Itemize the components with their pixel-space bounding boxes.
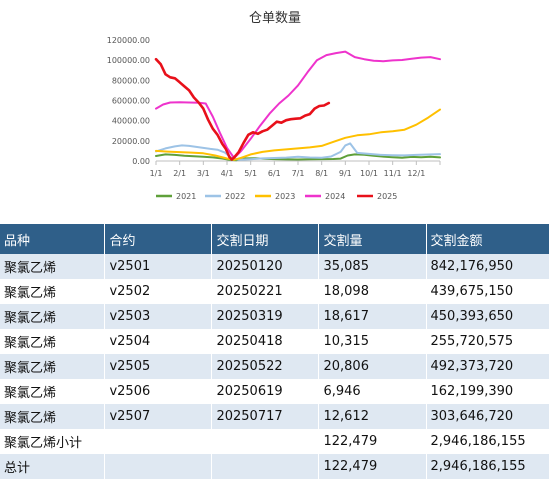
cell-amount: 492,373,720 xyxy=(426,354,550,379)
table-header-row: 品种 合约 交割日期 交割量 交割金额 xyxy=(0,224,550,254)
x-tick-label: 8/1 xyxy=(315,169,328,178)
cell-variety: 聚氯乙烯 xyxy=(0,304,106,329)
delivery-table: 品种 合约 交割日期 交割量 交割金额 聚氯乙烯 v2501 20250120 35,… xyxy=(0,224,550,479)
cell-volume: 122,479 xyxy=(318,454,427,479)
header-delivery-volume: 交割量 xyxy=(318,224,427,254)
cell-contract: v2501 xyxy=(104,254,213,279)
cell-variety: 聚氯乙烯小计 xyxy=(0,429,106,454)
cell-contract: v2505 xyxy=(104,354,213,379)
cell-volume: 12,612 xyxy=(318,404,427,429)
cell-date: 20250522 xyxy=(211,354,320,379)
x-tick-label: 1/1 xyxy=(150,169,163,178)
y-tick-label: 20000.00 xyxy=(112,137,150,146)
x-tick-label: 4/1 xyxy=(221,169,234,178)
cell-volume: 20,806 xyxy=(318,354,427,379)
header-delivery-date: 交割日期 xyxy=(211,224,320,254)
series-line-2021 xyxy=(155,153,441,162)
series-line-2022 xyxy=(155,142,441,161)
cell-date: 20250319 xyxy=(211,304,320,329)
cell-variety: 聚氯乙烯 xyxy=(0,379,106,404)
cell-variety: 聚氯乙烯 xyxy=(0,404,106,429)
legend-label-2023: 2023 xyxy=(275,192,295,201)
header-variety: 品种 xyxy=(0,224,106,254)
cell-variety: 聚氯乙烯 xyxy=(0,329,106,354)
cell-volume: 18,098 xyxy=(318,279,427,304)
cell-contract xyxy=(104,429,213,454)
cell-amount: 303,646,720 xyxy=(426,404,550,429)
cell-volume: 18,617 xyxy=(318,304,427,329)
cell-contract: v2507 xyxy=(104,404,213,429)
table-row: 聚氯乙烯 v2506 20250619 6,946 162,199,390 xyxy=(0,379,550,404)
x-tick-label: 6/1 xyxy=(268,169,281,178)
legend-label-2021: 2021 xyxy=(176,192,196,201)
series-line-2024 xyxy=(155,50,441,159)
x-tick-label: 3/1 xyxy=(197,169,210,178)
legend-label-2022: 2022 xyxy=(225,192,245,201)
cell-date: 20250120 xyxy=(211,254,320,279)
cell-date: 20250717 xyxy=(211,404,320,429)
cell-contract: v2504 xyxy=(104,329,213,354)
cell-amount: 2,946,186,155 xyxy=(426,454,550,479)
cell-variety: 总计 xyxy=(0,454,106,479)
cell-amount: 255,720,575 xyxy=(426,329,550,354)
cell-amount: 162,199,390 xyxy=(426,379,550,404)
x-tick-label: 11/1 xyxy=(384,169,402,178)
legend-label-2024: 2024 xyxy=(325,192,345,201)
cell-volume: 6,946 xyxy=(318,379,427,404)
cell-amount: 842,176,950 xyxy=(426,254,550,279)
table-row: 聚氯乙烯小计 122,479 2,946,186,155 xyxy=(0,429,550,454)
cell-date: 20250418 xyxy=(211,329,320,354)
table-row: 聚氯乙烯 v2505 20250522 20,806 492,373,720 xyxy=(0,354,550,379)
series-line-2025 xyxy=(154,57,331,161)
y-tick-label: 120000.00 xyxy=(107,36,150,45)
cell-amount: 450,393,650 xyxy=(426,304,550,329)
y-tick-label: 40000.00 xyxy=(112,117,150,126)
cell-date: 20250221 xyxy=(211,279,320,304)
chart-title: 仓单数量 xyxy=(249,11,301,26)
x-tick-label: 7/1 xyxy=(292,169,305,178)
y-tick-label: 0.00 xyxy=(132,157,150,166)
cell-variety: 聚氯乙烯 xyxy=(0,354,106,379)
cell-date: 20250619 xyxy=(211,379,320,404)
table-row: 聚氯乙烯 v2507 20250717 12,612 303,646,720 xyxy=(0,404,550,429)
cell-volume: 10,315 xyxy=(318,329,427,354)
cell-contract: v2506 xyxy=(104,379,213,404)
cell-amount: 2,946,186,155 xyxy=(426,429,550,454)
cell-variety: 聚氯乙烯 xyxy=(0,279,106,304)
x-tick-label: 12/1 xyxy=(407,169,425,178)
cell-volume: 122,479 xyxy=(318,429,427,454)
y-tick-label: 60000.00 xyxy=(112,97,150,106)
y-tick-label: 100000.00 xyxy=(107,56,150,65)
x-tick-label: 2/1 xyxy=(173,169,186,178)
series-line-2023 xyxy=(155,108,441,161)
legend-label-2025: 2025 xyxy=(377,192,397,201)
table-row: 聚氯乙烯 v2504 20250418 10,315 255,720,575 xyxy=(0,329,550,354)
chart-area: 仓单数量 0.00 20000.00 40000.00 60000.00 80000.00… xyxy=(0,0,550,222)
x-tick-label: 5/1 xyxy=(244,169,257,178)
line-chart: 仓单数量 0.00 20000.00 40000.00 60000.00 80000.00… xyxy=(107,11,441,201)
cell-date xyxy=(211,429,320,454)
cell-contract xyxy=(104,454,213,479)
x-tick-label: 10/1 xyxy=(360,169,378,178)
cell-contract: v2502 xyxy=(104,279,213,304)
header-delivery-amount: 交割金额 xyxy=(426,224,550,254)
cell-amount: 439,675,150 xyxy=(426,279,550,304)
cell-volume: 35,085 xyxy=(318,254,427,279)
table-total-row: 总计 122,479 2,946,186,155 xyxy=(0,454,550,479)
cell-variety: 聚氯乙烯 xyxy=(0,254,106,279)
y-tick-label: 80000.00 xyxy=(112,76,150,85)
x-tick-label: 9/1 xyxy=(339,169,352,178)
header-contract: 合约 xyxy=(104,224,213,254)
table-row: 聚氯乙烯 v2501 20250120 35,085 842,176,950 xyxy=(0,254,550,279)
table-row: 聚氯乙烯 v2503 20250319 18,617 450,393,650 xyxy=(0,304,550,329)
table-body: 聚氯乙烯 v2501 20250120 35,085 842,176,950 聚氯乙烯 v2… xyxy=(0,254,550,479)
table-row: 聚氯乙烯 v2502 20250221 18,098 439,675,150 xyxy=(0,279,550,304)
cell-date xyxy=(211,454,320,479)
cell-contract: v2503 xyxy=(104,304,213,329)
